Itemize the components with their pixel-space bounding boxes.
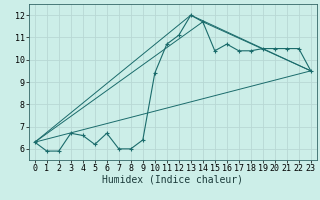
X-axis label: Humidex (Indice chaleur): Humidex (Indice chaleur): [102, 175, 243, 185]
